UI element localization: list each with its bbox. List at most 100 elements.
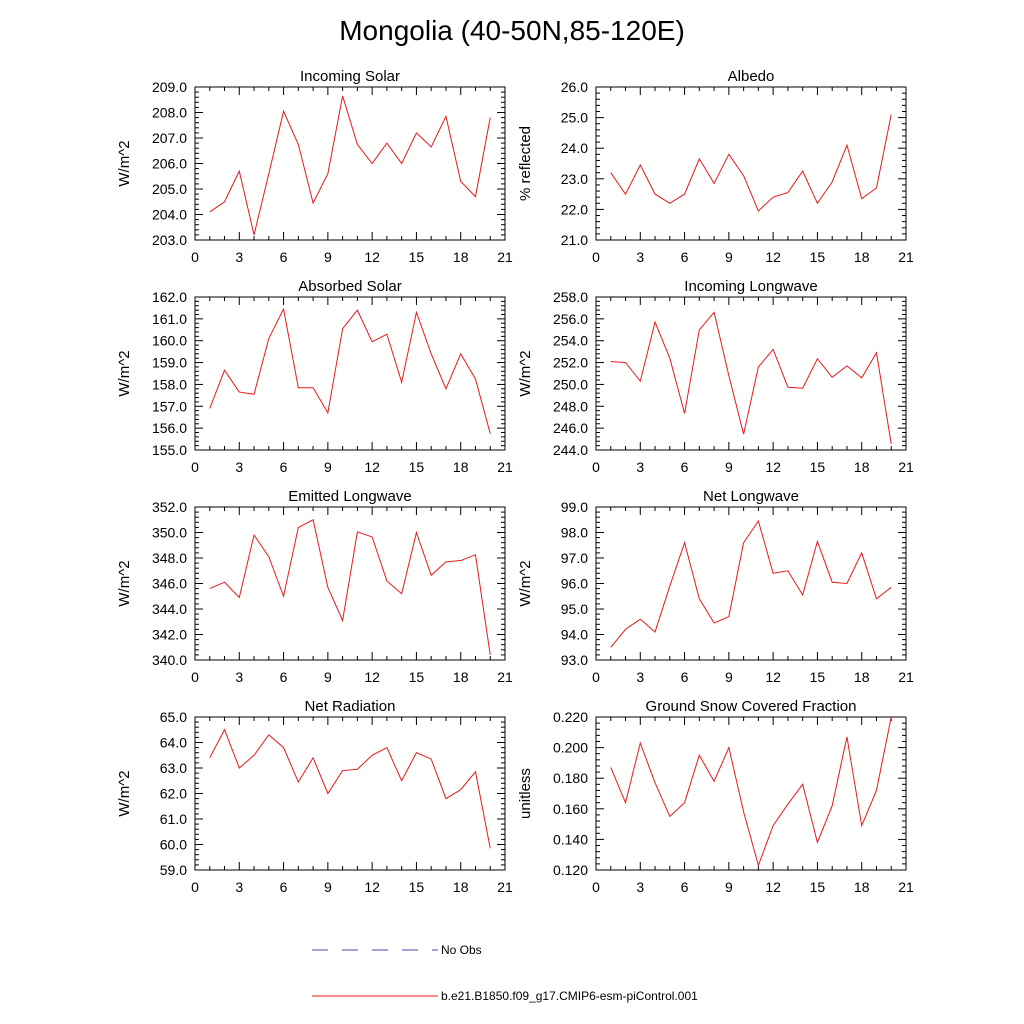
panel-title: Albedo [728, 68, 775, 85]
y-tick-label: 206.0 [152, 156, 187, 172]
series-line [610, 519, 892, 648]
y-tick-label: 93.0 [561, 652, 588, 668]
y-tick-label: 24.0 [561, 140, 588, 156]
y-tick-label: 342.0 [152, 627, 187, 643]
panel-4: Emitted Longwave 0 3 6 9 12 15 18 21 340.0 342.0 34… [116, 488, 513, 685]
series-line [610, 716, 892, 868]
y-tick-label: 248.0 [553, 398, 588, 414]
x-tick-label: 9 [725, 249, 733, 265]
x-tick-label: 21 [898, 249, 914, 265]
x-tick-label: 12 [364, 879, 380, 895]
panel-title: Net Radiation [305, 698, 396, 715]
y-tick-label: 346.0 [152, 576, 187, 592]
x-tick-label: 0 [592, 459, 600, 475]
x-tick-label: 18 [453, 249, 469, 265]
y-tick-label: 160.0 [152, 333, 187, 349]
y-axis-label: W/m^2 [517, 350, 534, 396]
y-tick-label: 0.160 [553, 801, 588, 817]
legend-label-no-obs: No Obs [441, 943, 482, 957]
x-tick-label: 12 [765, 879, 781, 895]
x-tick-label: 6 [681, 249, 689, 265]
y-axis-label: unitless [517, 768, 534, 819]
y-tick-label: 26.0 [561, 79, 588, 95]
panel-frame [595, 296, 907, 451]
series-line [610, 114, 892, 212]
y-tick-label: 348.0 [152, 550, 187, 566]
panel-frame [194, 716, 506, 871]
y-tick-label: 0.140 [553, 831, 588, 847]
y-tick-label: 64.0 [160, 735, 187, 751]
y-tick-label: 158.0 [152, 376, 187, 392]
panel-frame [595, 716, 907, 871]
panel-frame [595, 506, 907, 661]
x-tick-label: 3 [235, 669, 243, 685]
x-tick-label: 18 [854, 669, 870, 685]
panel-title: Emitted Longwave [288, 488, 411, 505]
x-tick-label: 12 [364, 249, 380, 265]
panel-6: Net Radiation 0 3 6 9 12 15 18 21 59.0 60.0 61.0 62.… [116, 698, 513, 895]
panel-1: Albedo 0 3 6 9 12 15 18 21 21.0 22.0 23.0 24.0 25.0 26… [517, 68, 914, 265]
y-tick-label: 344.0 [152, 601, 187, 617]
series-line [610, 311, 892, 445]
panel-frame [194, 506, 506, 661]
y-tick-label: 22.0 [561, 201, 588, 217]
y-tick-label: 258.0 [553, 289, 588, 305]
series-line [209, 95, 491, 236]
x-tick-label: 0 [592, 669, 600, 685]
y-tick-label: 65.0 [160, 709, 187, 725]
panel-3: Incoming Longwave 0 3 6 9 12 15 18 21 244.0 246.0 2… [517, 278, 914, 475]
x-tick-label: 12 [765, 459, 781, 475]
legend: No Obs b.e21.B1850.f09_g17.CMIP6-esm-piC… [312, 943, 698, 1003]
y-axis-label: W/m^2 [517, 560, 534, 606]
x-tick-label: 3 [636, 249, 644, 265]
x-tick-label: 6 [280, 669, 288, 685]
y-tick-label: 21.0 [561, 232, 588, 248]
panel-2: Absorbed Solar 0 3 6 9 12 15 18 21 155.0 156.0 157.… [116, 278, 513, 475]
panel-title: Net Longwave [703, 488, 799, 505]
x-tick-label: 3 [235, 879, 243, 895]
y-tick-label: 95.0 [561, 601, 588, 617]
panel-title: Absorbed Solar [298, 278, 401, 295]
y-tick-label: 156.0 [152, 420, 187, 436]
x-tick-label: 6 [280, 879, 288, 895]
y-tick-label: 207.0 [152, 130, 187, 146]
x-tick-label: 3 [235, 459, 243, 475]
x-tick-label: 18 [453, 879, 469, 895]
x-tick-label: 9 [324, 669, 332, 685]
y-tick-label: 98.0 [561, 525, 588, 541]
y-tick-label: 340.0 [152, 652, 187, 668]
y-axis-label: W/m^2 [116, 770, 133, 816]
x-tick-label: 12 [765, 669, 781, 685]
x-tick-label: 0 [191, 249, 199, 265]
y-tick-label: 252.0 [553, 355, 588, 371]
y-tick-label: 25.0 [561, 110, 588, 126]
series-line [209, 307, 491, 434]
y-tick-label: 0.220 [553, 709, 588, 725]
figure-title: Mongolia (40-50N,85-120E) [339, 15, 685, 46]
series-line [209, 519, 491, 655]
panel-7: Ground Snow Covered Fraction 0 3 6 9 12 15 18 21… [517, 698, 914, 895]
x-tick-label: 15 [810, 879, 826, 895]
x-tick-label: 21 [898, 459, 914, 475]
x-tick-label: 9 [725, 459, 733, 475]
y-tick-label: 161.0 [152, 311, 187, 327]
panel-5: Net Longwave 0 3 6 9 12 15 18 21 93.0 94.0 95.0 96.0… [517, 488, 914, 685]
x-tick-label: 0 [592, 249, 600, 265]
x-tick-label: 6 [681, 669, 689, 685]
y-tick-label: 246.0 [553, 420, 588, 436]
legend-label-model: b.e21.B1850.f09_g17.CMIP6-esm-piControl.… [441, 989, 698, 1003]
y-tick-label: 23.0 [561, 171, 588, 187]
y-tick-label: 159.0 [152, 355, 187, 371]
x-tick-label: 21 [497, 249, 513, 265]
x-tick-label: 18 [854, 249, 870, 265]
x-tick-label: 21 [497, 669, 513, 685]
y-tick-label: 157.0 [152, 398, 187, 414]
x-tick-label: 0 [592, 879, 600, 895]
x-tick-label: 15 [409, 879, 425, 895]
y-tick-label: 61.0 [160, 811, 187, 827]
y-tick-label: 155.0 [152, 442, 187, 458]
y-tick-label: 60.0 [160, 837, 187, 853]
x-tick-label: 15 [810, 669, 826, 685]
panel-title: Incoming Solar [300, 68, 400, 85]
